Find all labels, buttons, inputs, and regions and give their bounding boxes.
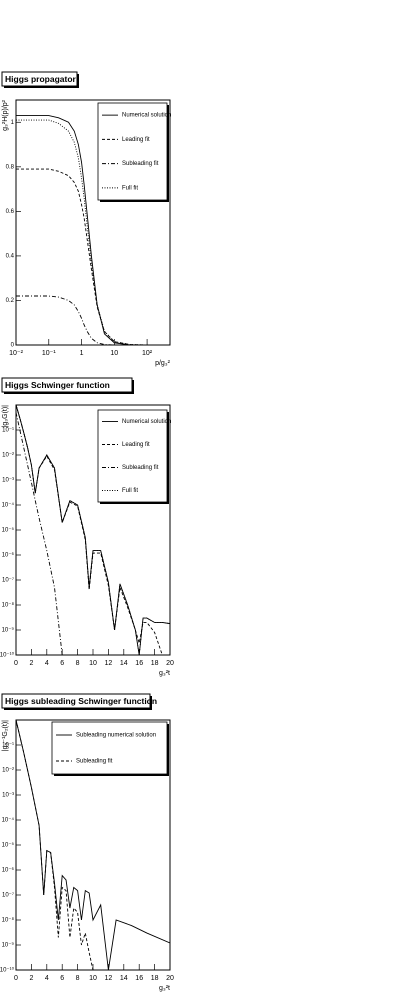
x-tick-label: 6: [60, 975, 64, 982]
title-box: [1, 693, 151, 709]
x-tick-label: 14: [120, 975, 128, 982]
y-tick-label: 10⁻⁷: [2, 577, 14, 584]
x-tick-label: 8: [76, 975, 80, 982]
chart-title: Higgs Schwinger function: [5, 380, 110, 390]
x-tick-label: 16: [135, 660, 143, 667]
y-tick-label: 10⁻¹⁰: [0, 652, 15, 659]
legend-label: Numerical solution: [122, 419, 171, 425]
panel: Higgs subleading Schwinger function 0 2 4 6 8…: [0, 693, 174, 992]
x-tick-label: 16: [135, 975, 143, 982]
title-box: [1, 71, 78, 87]
y-tick-label: 10⁻³: [2, 793, 14, 799]
legend-box: [97, 102, 168, 201]
y-axis-label: |g₃⁻¹G₂(t)|: [2, 720, 9, 751]
x-tick-label: 4: [45, 660, 49, 667]
legend-label: Subleading numerical solution: [76, 733, 156, 739]
x-tick-label: 2: [29, 975, 33, 982]
y-tick-label: 10⁻¹: [2, 428, 14, 434]
legend-label: Leading fit: [122, 137, 150, 143]
y-tick-label: 10⁻⁴: [2, 817, 15, 824]
y-tick-label: 10⁻⁵: [2, 842, 15, 849]
y-tick-label: 0.2: [6, 298, 15, 304]
x-tick-label: 10: [110, 350, 118, 357]
series-line: [16, 720, 94, 970]
y-tick-label: 10⁻⁸: [2, 917, 15, 924]
y-tick-label: 10⁻⁴: [2, 502, 15, 509]
y-tick-label: 10⁻²: [2, 768, 14, 774]
x-tick-label: 6: [60, 660, 64, 667]
series-line: [16, 295, 170, 345]
y-tick-label: 10⁻⁹: [2, 942, 15, 949]
x-tick-label: 8: [76, 660, 80, 667]
y-tick-label: 10⁻³: [2, 478, 14, 484]
x-tick-label: 1: [80, 350, 84, 357]
x-tick-label: 20: [166, 975, 174, 982]
y-tick-label: 10⁻²: [2, 453, 14, 459]
x-axis-label: g₃²t: [159, 985, 170, 992]
y-tick-label: 0.4: [6, 253, 15, 259]
x-tick-label: 12: [105, 975, 113, 982]
x-tick-label: 10: [89, 660, 97, 667]
legend-label: Numerical solution: [122, 113, 171, 119]
x-tick-label: 4: [45, 975, 49, 982]
legend-label: Leading fit: [122, 442, 150, 448]
y-tick-label: 10⁻⁵: [2, 527, 15, 534]
y-axis-label: g₃²H(p)/p²: [2, 99, 9, 131]
y-tick-label: 10⁻⁷: [2, 892, 14, 899]
x-axis-label: p/g₃²: [155, 360, 171, 367]
x-tick-label: 18: [151, 660, 159, 667]
legend-box: [97, 409, 168, 503]
y-tick-label: 10⁻⁸: [2, 602, 15, 609]
y-tick-label: 10⁻¹⁰: [0, 967, 15, 974]
series-line: [16, 412, 63, 655]
y-tick-label: 10⁻⁶: [2, 867, 15, 874]
series-line: [16, 115, 170, 345]
legend-label: Full fit: [122, 488, 138, 494]
y-tick-label: 10⁻⁶: [2, 552, 15, 559]
y-tick-label: 10⁻⁹: [2, 627, 15, 634]
y-tick-label: 1: [11, 120, 15, 126]
panel: Higgs Schwinger function 0 2 4 6 8 10 12 14 16 18 2…: [0, 377, 174, 677]
legend-label: Full fit: [122, 185, 138, 191]
legend-label: Subleading fit: [122, 161, 159, 167]
x-tick-label: 10: [89, 975, 97, 982]
plot-frame: [15, 99, 171, 346]
y-tick-label: 10⁻¹: [2, 743, 14, 749]
chart-title: Higgs subleading Schwinger function: [5, 696, 157, 706]
title-box: [1, 377, 133, 393]
x-tick-label: 2: [29, 660, 33, 667]
x-tick-label: 10⁻¹: [42, 350, 56, 357]
x-tick-label: 12: [105, 660, 113, 667]
y-tick-label: 0: [11, 343, 15, 349]
x-tick-label: 18: [151, 975, 159, 982]
panel: Higgs propagator 10⁻² 10⁻¹ 1 10 10² 0 0.2 0.4 0.6…: [1, 71, 171, 367]
x-tick-label: 0: [14, 975, 18, 982]
y-tick-label: 0.8: [6, 164, 15, 170]
y-tick-label: 0.6: [6, 209, 15, 215]
x-tick-label: 10²: [142, 350, 153, 357]
y-axis-label: |g₃G(t)|: [2, 405, 9, 428]
legend-label: Subleading fit: [122, 465, 159, 471]
x-tick-label: 10⁻²: [9, 350, 23, 357]
legend-label: Subleading fit: [76, 759, 113, 765]
chart-title: Higgs propagator: [5, 74, 77, 84]
x-axis-label: g₃²t: [159, 670, 170, 677]
x-tick-label: 14: [120, 660, 128, 667]
x-tick-label: 0: [14, 660, 18, 667]
x-tick-label: 20: [166, 660, 174, 667]
legend-box: [51, 721, 168, 775]
